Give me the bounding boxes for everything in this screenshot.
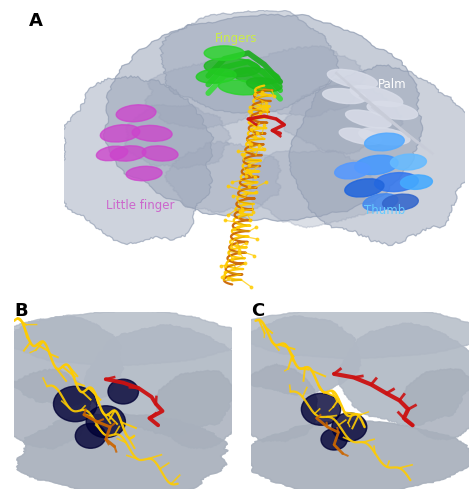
Polygon shape — [84, 324, 243, 436]
Ellipse shape — [339, 128, 382, 144]
Text: B: B — [14, 302, 28, 320]
Ellipse shape — [383, 194, 418, 210]
Polygon shape — [246, 421, 474, 494]
Polygon shape — [145, 62, 264, 129]
Ellipse shape — [355, 155, 398, 175]
Ellipse shape — [126, 166, 162, 181]
Polygon shape — [248, 150, 380, 228]
Ellipse shape — [345, 179, 384, 197]
Ellipse shape — [116, 105, 156, 122]
Ellipse shape — [367, 101, 418, 119]
Polygon shape — [1, 316, 124, 406]
Polygon shape — [338, 323, 473, 427]
Ellipse shape — [359, 128, 410, 145]
Polygon shape — [160, 10, 339, 114]
Ellipse shape — [100, 125, 140, 142]
Polygon shape — [243, 46, 366, 117]
Ellipse shape — [346, 110, 391, 128]
Polygon shape — [103, 14, 423, 221]
Ellipse shape — [350, 85, 403, 107]
Ellipse shape — [328, 69, 377, 88]
Ellipse shape — [96, 146, 128, 161]
Ellipse shape — [365, 133, 404, 151]
Circle shape — [108, 379, 138, 404]
Ellipse shape — [363, 194, 398, 211]
Text: Little finger: Little finger — [106, 199, 174, 212]
Ellipse shape — [246, 78, 282, 91]
Ellipse shape — [110, 146, 146, 161]
Polygon shape — [404, 369, 474, 440]
Text: Palm: Palm — [378, 78, 407, 91]
Ellipse shape — [233, 68, 280, 84]
Circle shape — [301, 393, 341, 425]
Polygon shape — [236, 307, 474, 359]
Circle shape — [332, 413, 367, 441]
Circle shape — [54, 386, 97, 422]
Circle shape — [321, 429, 347, 450]
Ellipse shape — [401, 175, 432, 189]
Polygon shape — [282, 81, 403, 154]
Polygon shape — [239, 364, 319, 442]
Ellipse shape — [335, 162, 370, 179]
Polygon shape — [238, 316, 361, 395]
Ellipse shape — [132, 125, 172, 141]
Polygon shape — [3, 369, 91, 449]
Ellipse shape — [219, 80, 262, 95]
Polygon shape — [17, 413, 228, 495]
Text: Thumb: Thumb — [364, 204, 405, 218]
Polygon shape — [5, 310, 240, 366]
Polygon shape — [164, 141, 281, 213]
Ellipse shape — [391, 154, 427, 170]
Circle shape — [75, 424, 106, 448]
Polygon shape — [57, 76, 214, 245]
Ellipse shape — [374, 173, 419, 192]
Polygon shape — [289, 65, 472, 246]
Text: C: C — [251, 302, 264, 320]
Text: A: A — [28, 12, 42, 30]
Ellipse shape — [323, 88, 366, 104]
Text: Fingers: Fingers — [215, 32, 257, 45]
Polygon shape — [156, 370, 245, 449]
Circle shape — [86, 406, 126, 438]
Ellipse shape — [204, 46, 244, 60]
Ellipse shape — [196, 69, 236, 83]
Ellipse shape — [142, 146, 178, 161]
Ellipse shape — [204, 58, 260, 77]
Polygon shape — [125, 104, 231, 170]
